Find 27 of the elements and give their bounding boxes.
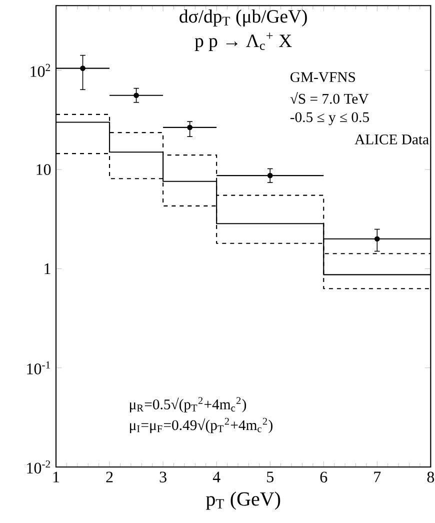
annotation: -0.5 ≤ y ≤ 0.5 [290,112,369,126]
chart-title: dσ/dp$_{T}$ (μb/GeV) [180,10,307,27]
point [374,236,380,242]
y-tick-label: 1 [44,263,50,274]
y-tick-label: 10$^{-2}$ [27,460,50,474]
text: μ$_{R}$=0.5√(p$_{T}$$^{2}$+4m$_{c}$$^{2}$) [130,397,246,412]
point [267,172,273,178]
annotation: ALICE Data [354,134,429,144]
x-axis-title: p$_{T}$ (GeV) [206,492,280,510]
x-tick-label: 7 [374,472,381,482]
x-tick-label: 8 [427,472,434,482]
x-tick-label: 1 [53,472,60,482]
text: μ$_{I}$=μ$_{F}$=0.49√(p$_{T}$$^{2}$+4m$_{c}$$^{2}$) [130,418,272,434]
x-tick-label: 3 [160,472,166,482]
x-tick-label: 2 [106,472,113,482]
y-tick-label: 10 [36,164,51,175]
x-tick-label: 5 [267,472,274,482]
point [187,124,192,130]
text: p p → Λ$_{c}$$^{+}$ X [194,32,292,51]
y-tick-label: 10$^{-1}$ [27,361,50,374]
x-tick-label: 6 [320,472,328,482]
y-tick-label: 10$^{2}$ [30,64,50,77]
point [134,92,139,98]
annotation: GM-VFNS [290,72,355,82]
point [80,66,86,71]
x-tick-label: 4 [212,472,220,482]
annotation: √S = 7.0 TeV [290,92,369,104]
